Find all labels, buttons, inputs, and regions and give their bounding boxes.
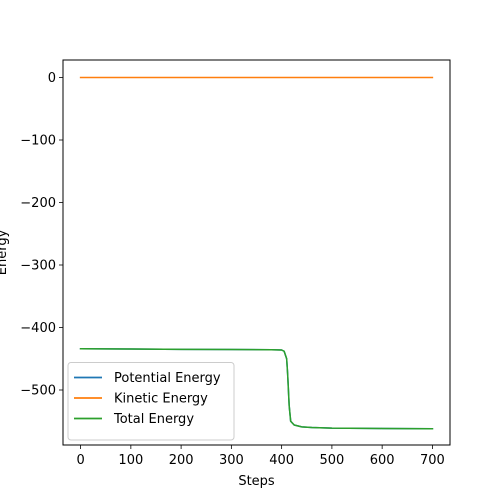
y-axis: 0 −100 −200 −300 −400 −500 bbox=[20, 71, 63, 399]
legend: Potential Energy Kinetic Energy Total Ener… bbox=[67, 362, 235, 441]
y-axis-label: Energy bbox=[0, 229, 10, 275]
y-tick-label: −400 bbox=[20, 321, 56, 336]
legend-box bbox=[67, 362, 235, 441]
y-tick-label: 0 bbox=[48, 71, 56, 86]
plot-frame bbox=[62, 59, 451, 446]
x-tick-label: 400 bbox=[269, 453, 294, 468]
legend-label: Potential Energy bbox=[114, 371, 221, 386]
x-tick-label: 600 bbox=[370, 453, 395, 468]
y-tick-label: −500 bbox=[20, 384, 56, 399]
legend-label: Total Energy bbox=[113, 412, 194, 427]
legend-label: Kinetic Energy bbox=[114, 392, 208, 407]
y-tick-label: −200 bbox=[20, 196, 56, 211]
y-tick-label: −300 bbox=[20, 259, 56, 274]
x-tick-label: 300 bbox=[219, 453, 244, 468]
series-line-total-energy bbox=[79, 347, 434, 430]
y-tick-label: −100 bbox=[20, 134, 56, 149]
x-tick-label: 100 bbox=[118, 453, 143, 468]
x-axis: 0 100 200 300 400 500 600 700 bbox=[76, 445, 445, 468]
x-tick-label: 200 bbox=[169, 453, 194, 468]
x-tick-label: 0 bbox=[76, 453, 84, 468]
series-layer bbox=[79, 76, 434, 430]
x-axis-label: Steps bbox=[238, 474, 275, 489]
x-tick-label: 500 bbox=[319, 453, 344, 468]
x-tick-label: 700 bbox=[420, 453, 445, 468]
